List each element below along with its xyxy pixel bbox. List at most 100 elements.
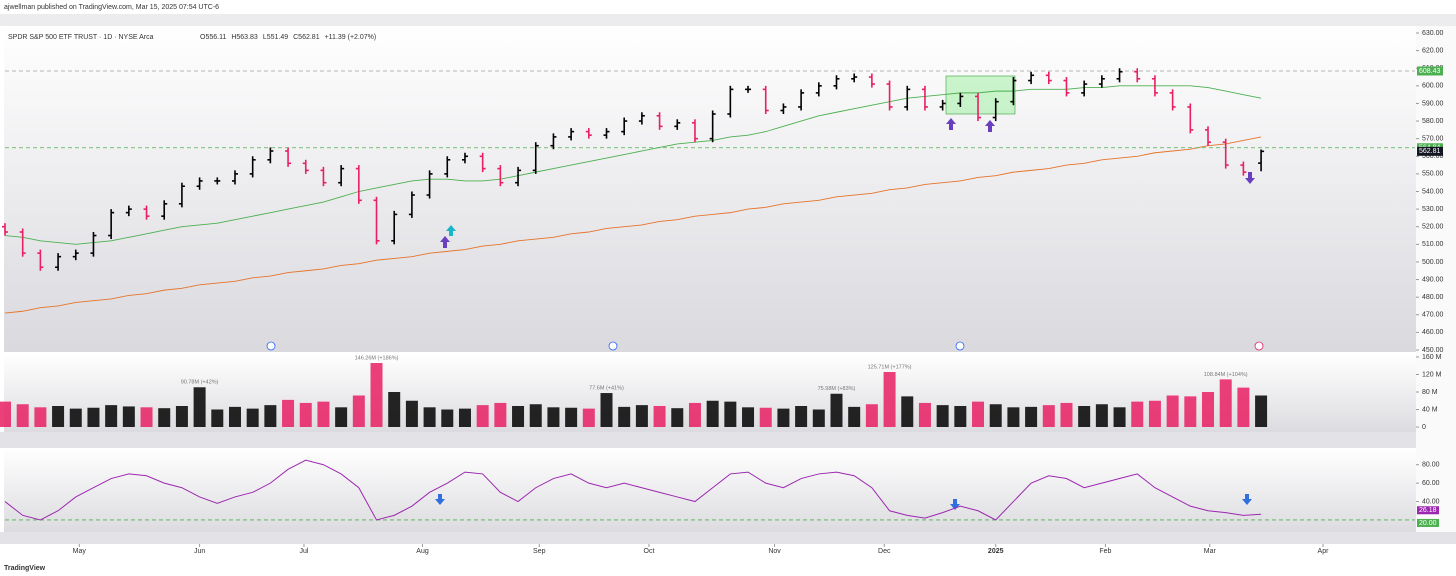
volume-bar xyxy=(777,408,790,427)
y-tick-label: 500.00 xyxy=(1422,259,1444,266)
x-tick-label: Oct xyxy=(644,548,655,555)
volume-bar xyxy=(1060,402,1073,427)
volume-bar xyxy=(370,363,383,427)
volume-bar xyxy=(512,406,525,427)
volume-bar xyxy=(1184,396,1197,427)
publisher: ajwellman published on TradingView.com, … xyxy=(4,4,219,11)
volume-bar xyxy=(34,407,47,427)
y-tick-label: 510.00 xyxy=(1422,241,1444,248)
y-tick-label: 600.00 xyxy=(1422,83,1444,90)
volume-bar xyxy=(1202,392,1215,427)
price-label-box xyxy=(1417,66,1443,76)
y-tick-label: 580.00 xyxy=(1422,118,1444,125)
x-tick-label: Sep xyxy=(533,548,546,555)
price-label-box xyxy=(1417,146,1443,156)
volume-bar xyxy=(1095,404,1108,427)
volume-bar xyxy=(405,400,418,427)
volume-bar xyxy=(494,402,507,427)
volume-bar xyxy=(87,407,100,427)
volume-bar xyxy=(388,392,401,427)
y-tick-label: 590.00 xyxy=(1422,100,1444,107)
y-tick-label: 160 M xyxy=(1422,354,1442,361)
arrows xyxy=(440,118,1255,248)
volume-bar xyxy=(989,404,1002,427)
x-tick-label: Aug xyxy=(416,548,429,555)
level-label: 20.00 xyxy=(1419,520,1437,527)
quote: L551.49 xyxy=(263,34,288,41)
y-tick-label: 520.00 xyxy=(1422,224,1444,231)
arrow xyxy=(1242,494,1252,505)
volume-bar xyxy=(158,408,171,427)
y-tick-label: 480.00 xyxy=(1422,294,1444,301)
volume-bar xyxy=(547,407,560,427)
arrow xyxy=(950,499,960,510)
volume-label: 108.84M (+104%) xyxy=(1204,372,1248,378)
volume-bar xyxy=(140,407,153,427)
y-tick-label: 80 M xyxy=(1422,389,1438,396)
volume-bar xyxy=(1237,387,1250,427)
volume-bar xyxy=(1113,407,1126,427)
volume-bar xyxy=(812,409,825,427)
x-tick-label: Jul xyxy=(300,548,309,555)
volume-bar xyxy=(458,408,471,427)
volume-bar xyxy=(848,406,861,427)
quote: C562.81 xyxy=(293,34,320,41)
volume-bar xyxy=(742,407,755,427)
rsi-label-box xyxy=(1417,506,1439,515)
volume-bar xyxy=(16,404,29,427)
y-tick-label: 550.00 xyxy=(1422,171,1444,178)
volume-bar xyxy=(795,406,808,427)
volume-bar xyxy=(600,393,613,427)
volume-bar xyxy=(618,406,631,427)
volume-bar xyxy=(211,409,224,427)
rsi-line xyxy=(4,459,1262,521)
volume-bar xyxy=(671,408,684,427)
volume-bar xyxy=(1131,401,1144,427)
volume-bar xyxy=(441,409,454,427)
moving-average xyxy=(4,85,1262,245)
y-tick-label: 120 M xyxy=(1422,371,1442,378)
rsi-arrows xyxy=(435,494,1252,510)
y-tick-label: 450.00 xyxy=(1422,347,1444,354)
x-tick-label: Feb xyxy=(1099,548,1111,555)
x-tick-label: Nov xyxy=(768,548,781,555)
quote: H563.83 xyxy=(231,34,258,41)
volume-label: 75.98M (+83%) xyxy=(818,386,856,392)
volume-bar xyxy=(69,408,82,427)
volume-bar xyxy=(0,401,11,427)
volume-bar xyxy=(901,396,914,427)
x-tick-label: Apr xyxy=(1318,548,1330,555)
x-tick-label: Dec xyxy=(878,548,891,555)
dividend-markers xyxy=(266,341,1264,351)
top-band xyxy=(0,14,1456,26)
arrow xyxy=(985,120,995,132)
volume-bar xyxy=(688,402,701,427)
rsi-label: 26.18 xyxy=(1419,507,1437,514)
arrow xyxy=(440,236,450,248)
pane-gap xyxy=(0,432,1456,448)
volume-bar xyxy=(529,404,542,427)
arrow xyxy=(946,118,956,130)
volume-bar xyxy=(175,406,188,427)
price-axis xyxy=(1416,26,1456,532)
y-tick-label: 40.00 xyxy=(1422,498,1440,505)
volume-bar xyxy=(565,407,578,427)
volume-bar xyxy=(246,408,259,427)
volume-bar xyxy=(1166,395,1179,427)
arrow xyxy=(1245,172,1255,184)
volume-bar xyxy=(1255,395,1268,427)
volume-bar xyxy=(264,405,277,427)
volume-label: 90.78M (+42%) xyxy=(181,380,219,386)
volume-bar xyxy=(122,406,135,427)
quote: +11.39 (+2.07%) xyxy=(325,34,377,41)
volume-bar xyxy=(1078,406,1091,427)
volume-bar xyxy=(883,372,896,427)
volume-bar xyxy=(1025,406,1038,427)
volume-label: 77.6M (+41%) xyxy=(589,386,624,392)
volume-bar xyxy=(954,406,967,427)
marker xyxy=(1254,341,1264,351)
y-tick-label: 530.00 xyxy=(1422,206,1444,213)
volume-bar xyxy=(1042,405,1055,427)
y-tick-label: 470.00 xyxy=(1422,312,1444,319)
